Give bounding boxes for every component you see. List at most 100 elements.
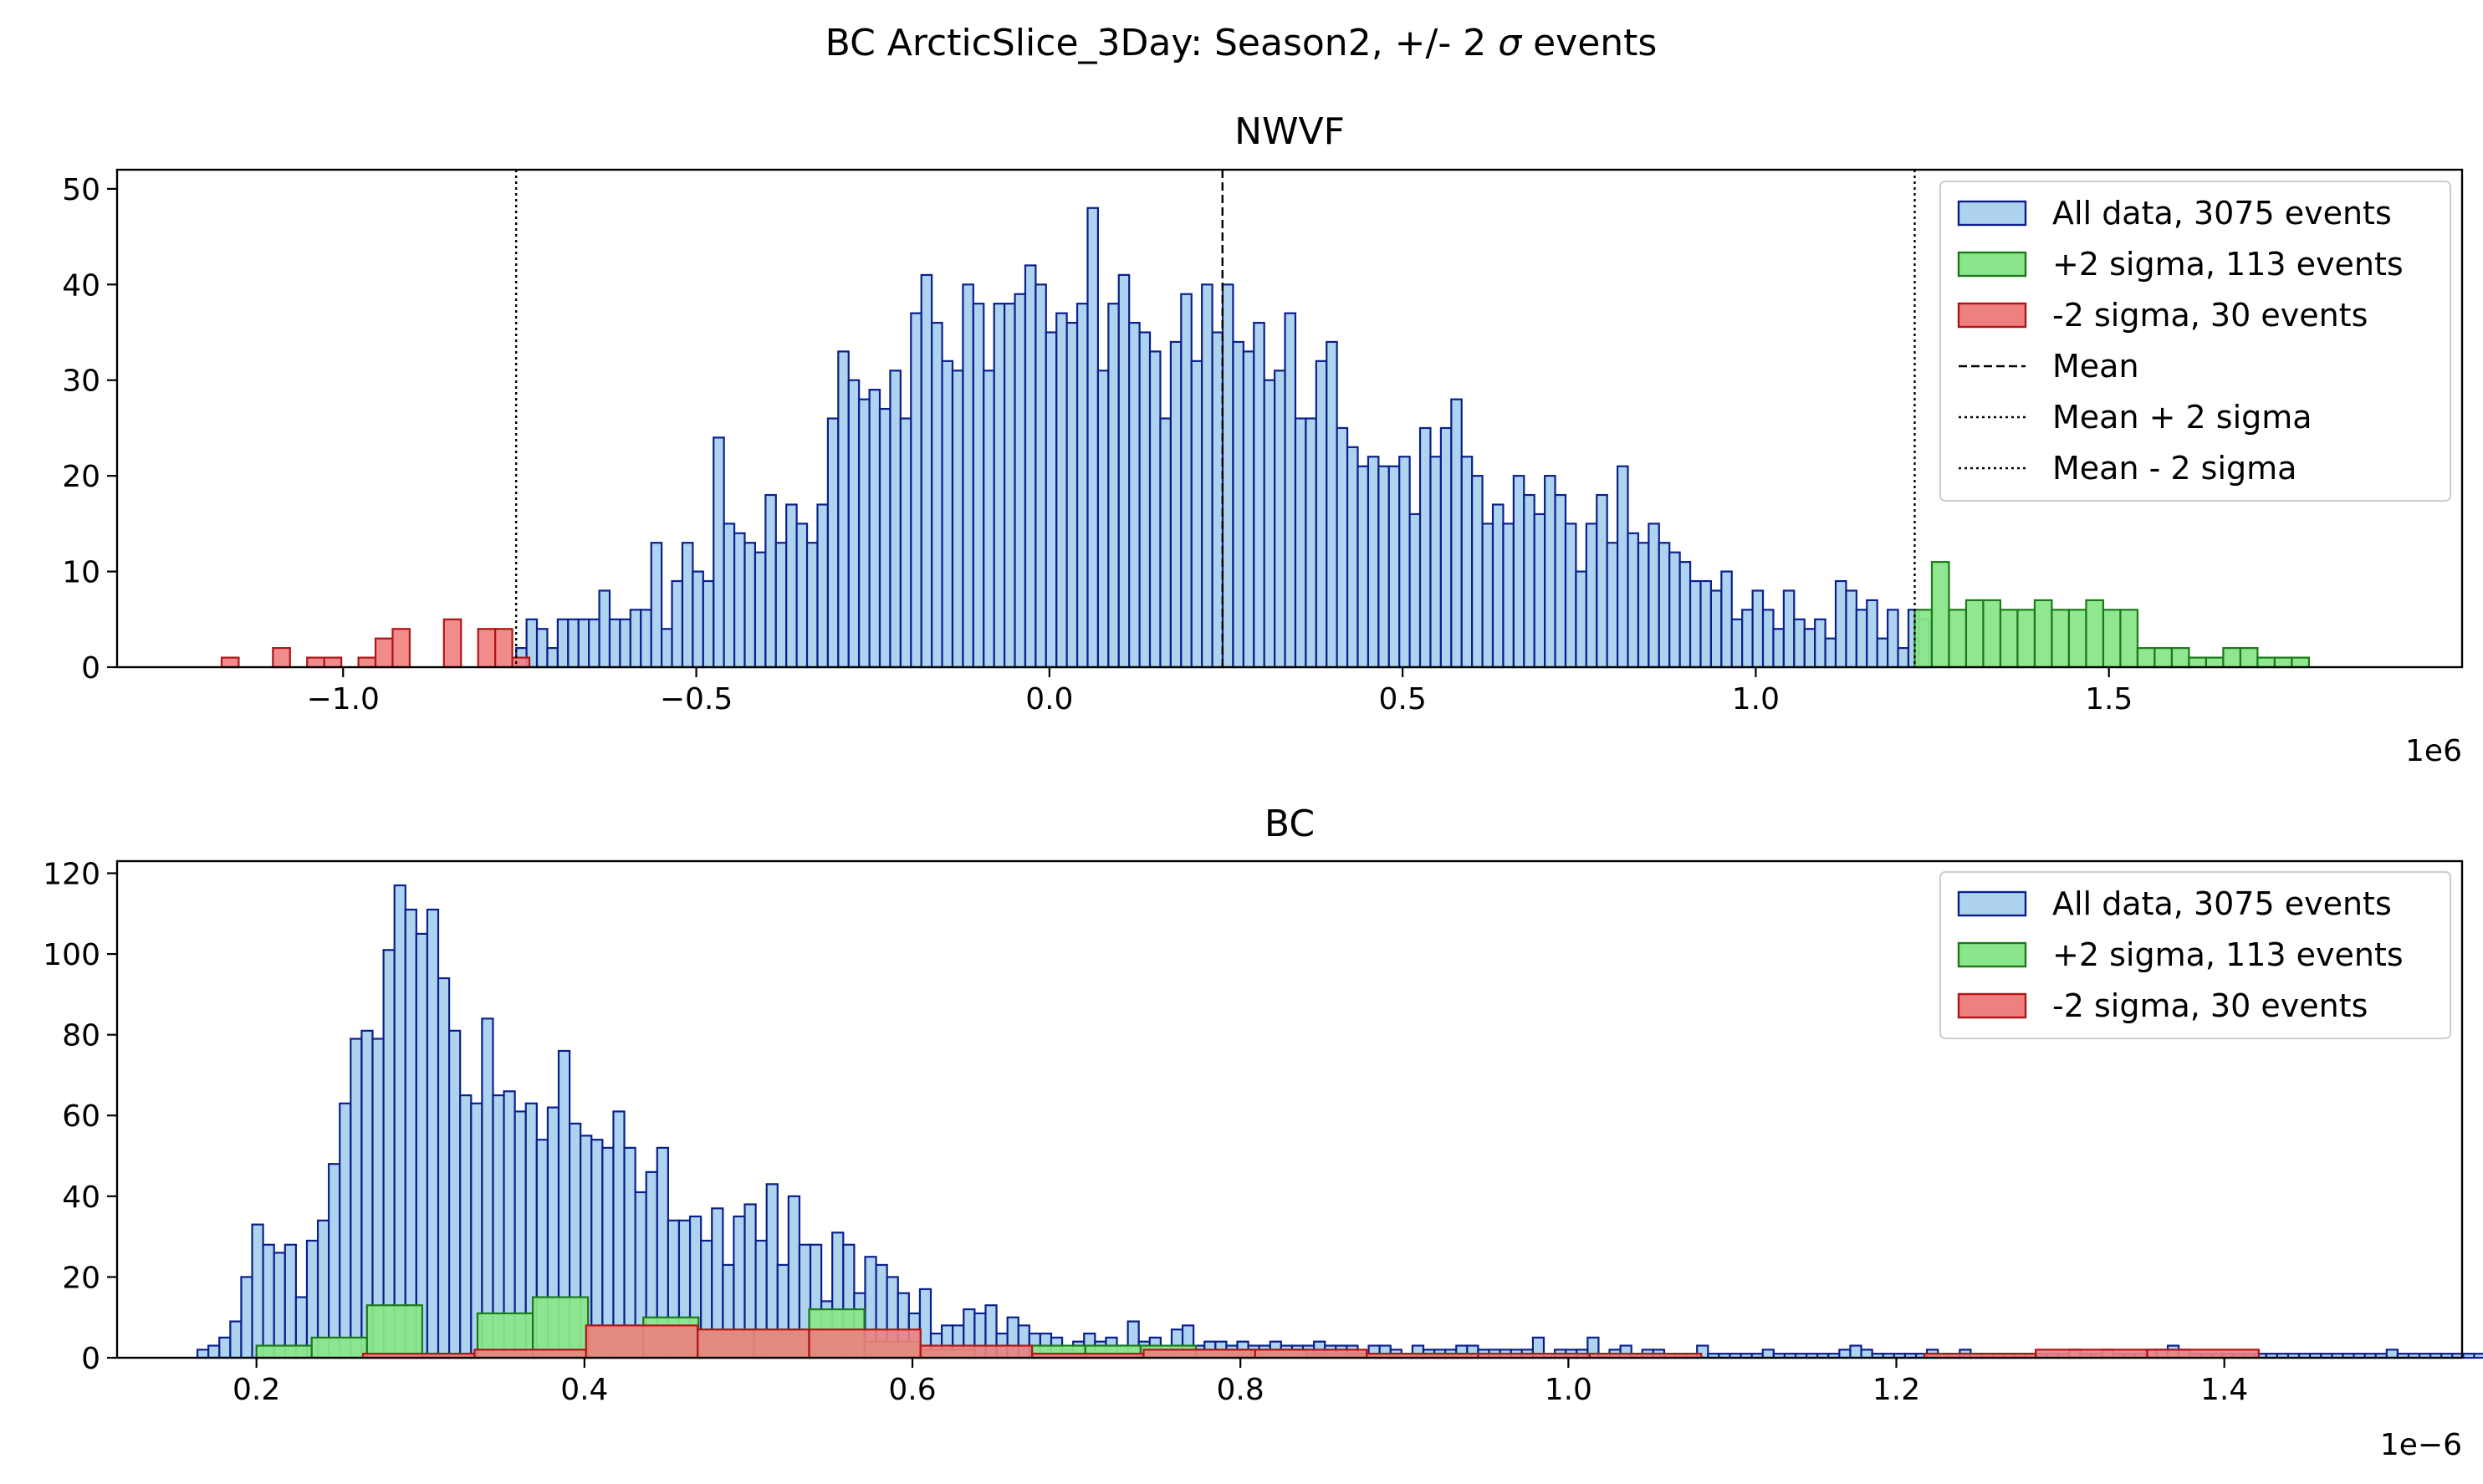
nwvf-bar-all [993,303,1006,669]
nwvf-bar-all [692,570,704,669]
nwvf-bar-all [1866,599,1878,669]
bc-bar-all [218,1336,232,1359]
nwvf-bar-minus [357,656,377,669]
nwvf-bar-all [1575,570,1587,669]
nwvf-legend-label: All data, 3075 events [2052,195,2392,232]
nwvf-bar-all [1689,579,1702,669]
nwvf-bar-plus [1930,561,1950,669]
nwvf-bar-all [629,609,642,669]
bc-series-all [196,884,2483,1359]
bc-bar-all [251,1223,264,1359]
nwvf-bar-all [805,542,819,669]
nwvf-bar-all [1533,513,1546,669]
bc-bar-plus [365,1304,424,1359]
nwvf-series-minus [220,618,531,669]
nwvf-bar-all [1648,523,1660,669]
bc-x-tick-label: 0.6 [888,1373,936,1407]
nwvf-bar-plus [1913,609,1934,669]
nwvf-bar-plus [2256,656,2276,669]
nwvf-bar-plus [2205,656,2225,669]
nwvf-bar-all [1180,293,1193,669]
nwvf-bar-all [1336,426,1349,669]
bc-x-tick-label: 1.0 [1545,1373,1592,1407]
bc-bar-all [481,1017,494,1359]
bc-bar-all [328,1163,341,1359]
nwvf-bar-all [1221,283,1234,669]
bc-histogram-panel: BC 1e−6 0.2 0.4 0.6 0.8 1.0 1.2 1.4 0 20 40 60 80 10… [43,803,2483,1462]
nwvf-bar-all [1294,417,1307,669]
nwvf-bar-all [1315,360,1328,669]
nwvf-bar-plus [2016,609,2036,669]
nwvf-bar-all [1512,475,1525,669]
nwvf-bar-all [1117,273,1131,669]
nwvf-bar-all [837,350,850,669]
bc-bar-all [612,1110,626,1359]
bc-bar-minus [1254,1349,1368,1359]
nwvf-bar-minus [220,656,240,669]
bc-y-tick-label: 20 [62,1261,100,1295]
nwvf-legend-label: +2 sigma, 113 events [2052,246,2404,283]
nwvf-bar-plus [2102,609,2122,669]
nwvf-series-plus [1913,561,2311,669]
nwvf-bar-all [1065,321,1079,669]
nwvf-x-tick-label: 1.0 [1732,682,1780,717]
nwvf-bar-all [1159,417,1172,669]
nwvf-bar-plus [2170,647,2190,669]
nwvf-bar-all [1387,465,1401,669]
nwvf-bar-all [1201,283,1213,669]
nwvf-bar-all [1138,331,1152,669]
nwvf-bar-all [577,618,590,669]
nwvf-bar-all [1377,465,1390,669]
nwvf-bar-plus [2051,609,2071,669]
nwvf-bar-all [640,609,652,669]
nwvf-bar-all [1491,503,1505,669]
bc-bar-minus [585,1324,699,1359]
nwvf-bar-all [1803,628,1816,669]
nwvf-bar-plus [2033,599,2053,669]
nwvf-bar-all [847,379,861,669]
bc-bar-plus [255,1344,313,1359]
nwvf-bar-all [1128,321,1141,669]
nwvf-bar-all [1211,331,1224,669]
nwvf-bar-all [588,618,600,669]
nwvf-bar-all [1003,303,1016,669]
nwvf-bar-all [1014,293,1027,669]
nwvf-bar-plus [2188,656,2208,669]
nwvf-bar-all [1107,303,1120,669]
bc-bar-plus [531,1296,590,1359]
bc-bar-minus [1142,1349,1256,1359]
nwvf-bar-all [723,523,736,669]
nwvf-bar-plus [2239,647,2259,669]
bc-bar-all [1849,1344,1862,1359]
nwvf-y-tick-label: 20 [62,460,100,494]
bc-legend-swatch-plus [1957,941,2027,968]
nwvf-bar-all [1242,350,1255,669]
bc-bar-all [382,949,396,1359]
nwvf-bar-all [567,618,580,669]
nwvf-bar-all [951,370,964,669]
nwvf-bar-all [1596,493,1608,669]
nwvf-bar-all [619,618,631,669]
nwvf-bar-all [1709,589,1723,669]
figure-title-suffix: events [1521,22,1657,64]
bc-bar-all [1761,1349,1775,1359]
nwvf-bar-all [983,370,995,669]
nwvf-bar-all [1263,379,1276,669]
nwvf-bar-minus [272,647,291,669]
bc-bar-all [1838,1349,1852,1359]
nwvf-bar-all [1284,312,1297,669]
bc-legend: All data, 3075 events +2 sigma, 113 event… [1939,871,2451,1039]
bc-y-tick-label: 120 [43,857,100,891]
bc-bar-all [404,908,417,1359]
nwvf-legend-swatch-plus [1957,251,2027,278]
bc-bar-all [273,1252,286,1359]
nwvf-bar-all [1793,618,1806,669]
bc-bar-minus [2146,1349,2260,1359]
nwvf-bar-plus [1948,609,1968,669]
nwvf-bar-all [1232,340,1244,669]
nwvf-legend-box [1939,181,2451,502]
bc-panel-title: BC [1264,803,1315,845]
nwvf-bar-all [764,493,777,669]
bc-bar-all [207,1344,221,1359]
